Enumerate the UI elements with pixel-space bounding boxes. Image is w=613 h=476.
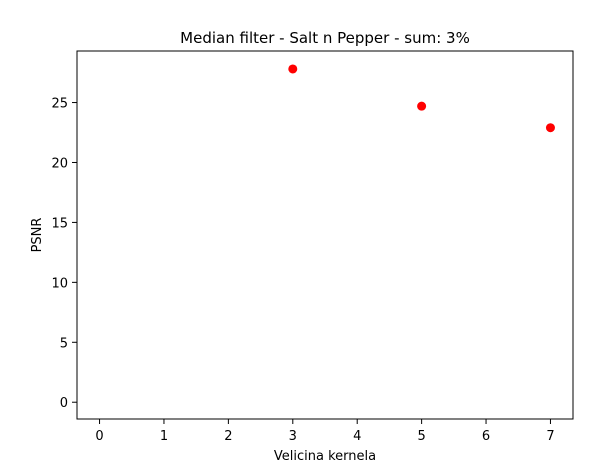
- y-tick-label: 25: [51, 97, 68, 112]
- x-tick-label: 6: [482, 429, 490, 444]
- chart-title: Median filter - Salt n Pepper - sum: 3%: [180, 29, 470, 47]
- y-tick-label: 15: [51, 216, 68, 231]
- y-tick-label: 20: [51, 156, 68, 171]
- x-tick-label: 2: [224, 429, 232, 444]
- y-axis-label: PSNR: [30, 218, 45, 253]
- x-axis-label: Velicina kernela: [274, 449, 376, 464]
- data-point: [288, 64, 298, 74]
- x-tick-label: 5: [417, 429, 425, 444]
- y-tick-label: 0: [60, 396, 68, 411]
- y-axis-ticks: 0 5 10 15 20 25: [51, 97, 77, 411]
- data-point: [417, 101, 427, 111]
- y-tick-label: 5: [60, 336, 68, 351]
- x-tick-label: 4: [353, 429, 361, 444]
- y-tick-label: 10: [51, 276, 68, 291]
- x-tick-label: 0: [95, 429, 103, 444]
- x-tick-label: 1: [160, 429, 168, 444]
- data-point: [545, 123, 555, 133]
- plot-frame: [76, 50, 574, 420]
- x-tick-label: 7: [546, 429, 554, 444]
- x-tick-label: 3: [289, 429, 297, 444]
- x-axis-ticks: 0 1 2 3 4 5 6 7: [95, 419, 555, 444]
- data-points: [288, 64, 555, 133]
